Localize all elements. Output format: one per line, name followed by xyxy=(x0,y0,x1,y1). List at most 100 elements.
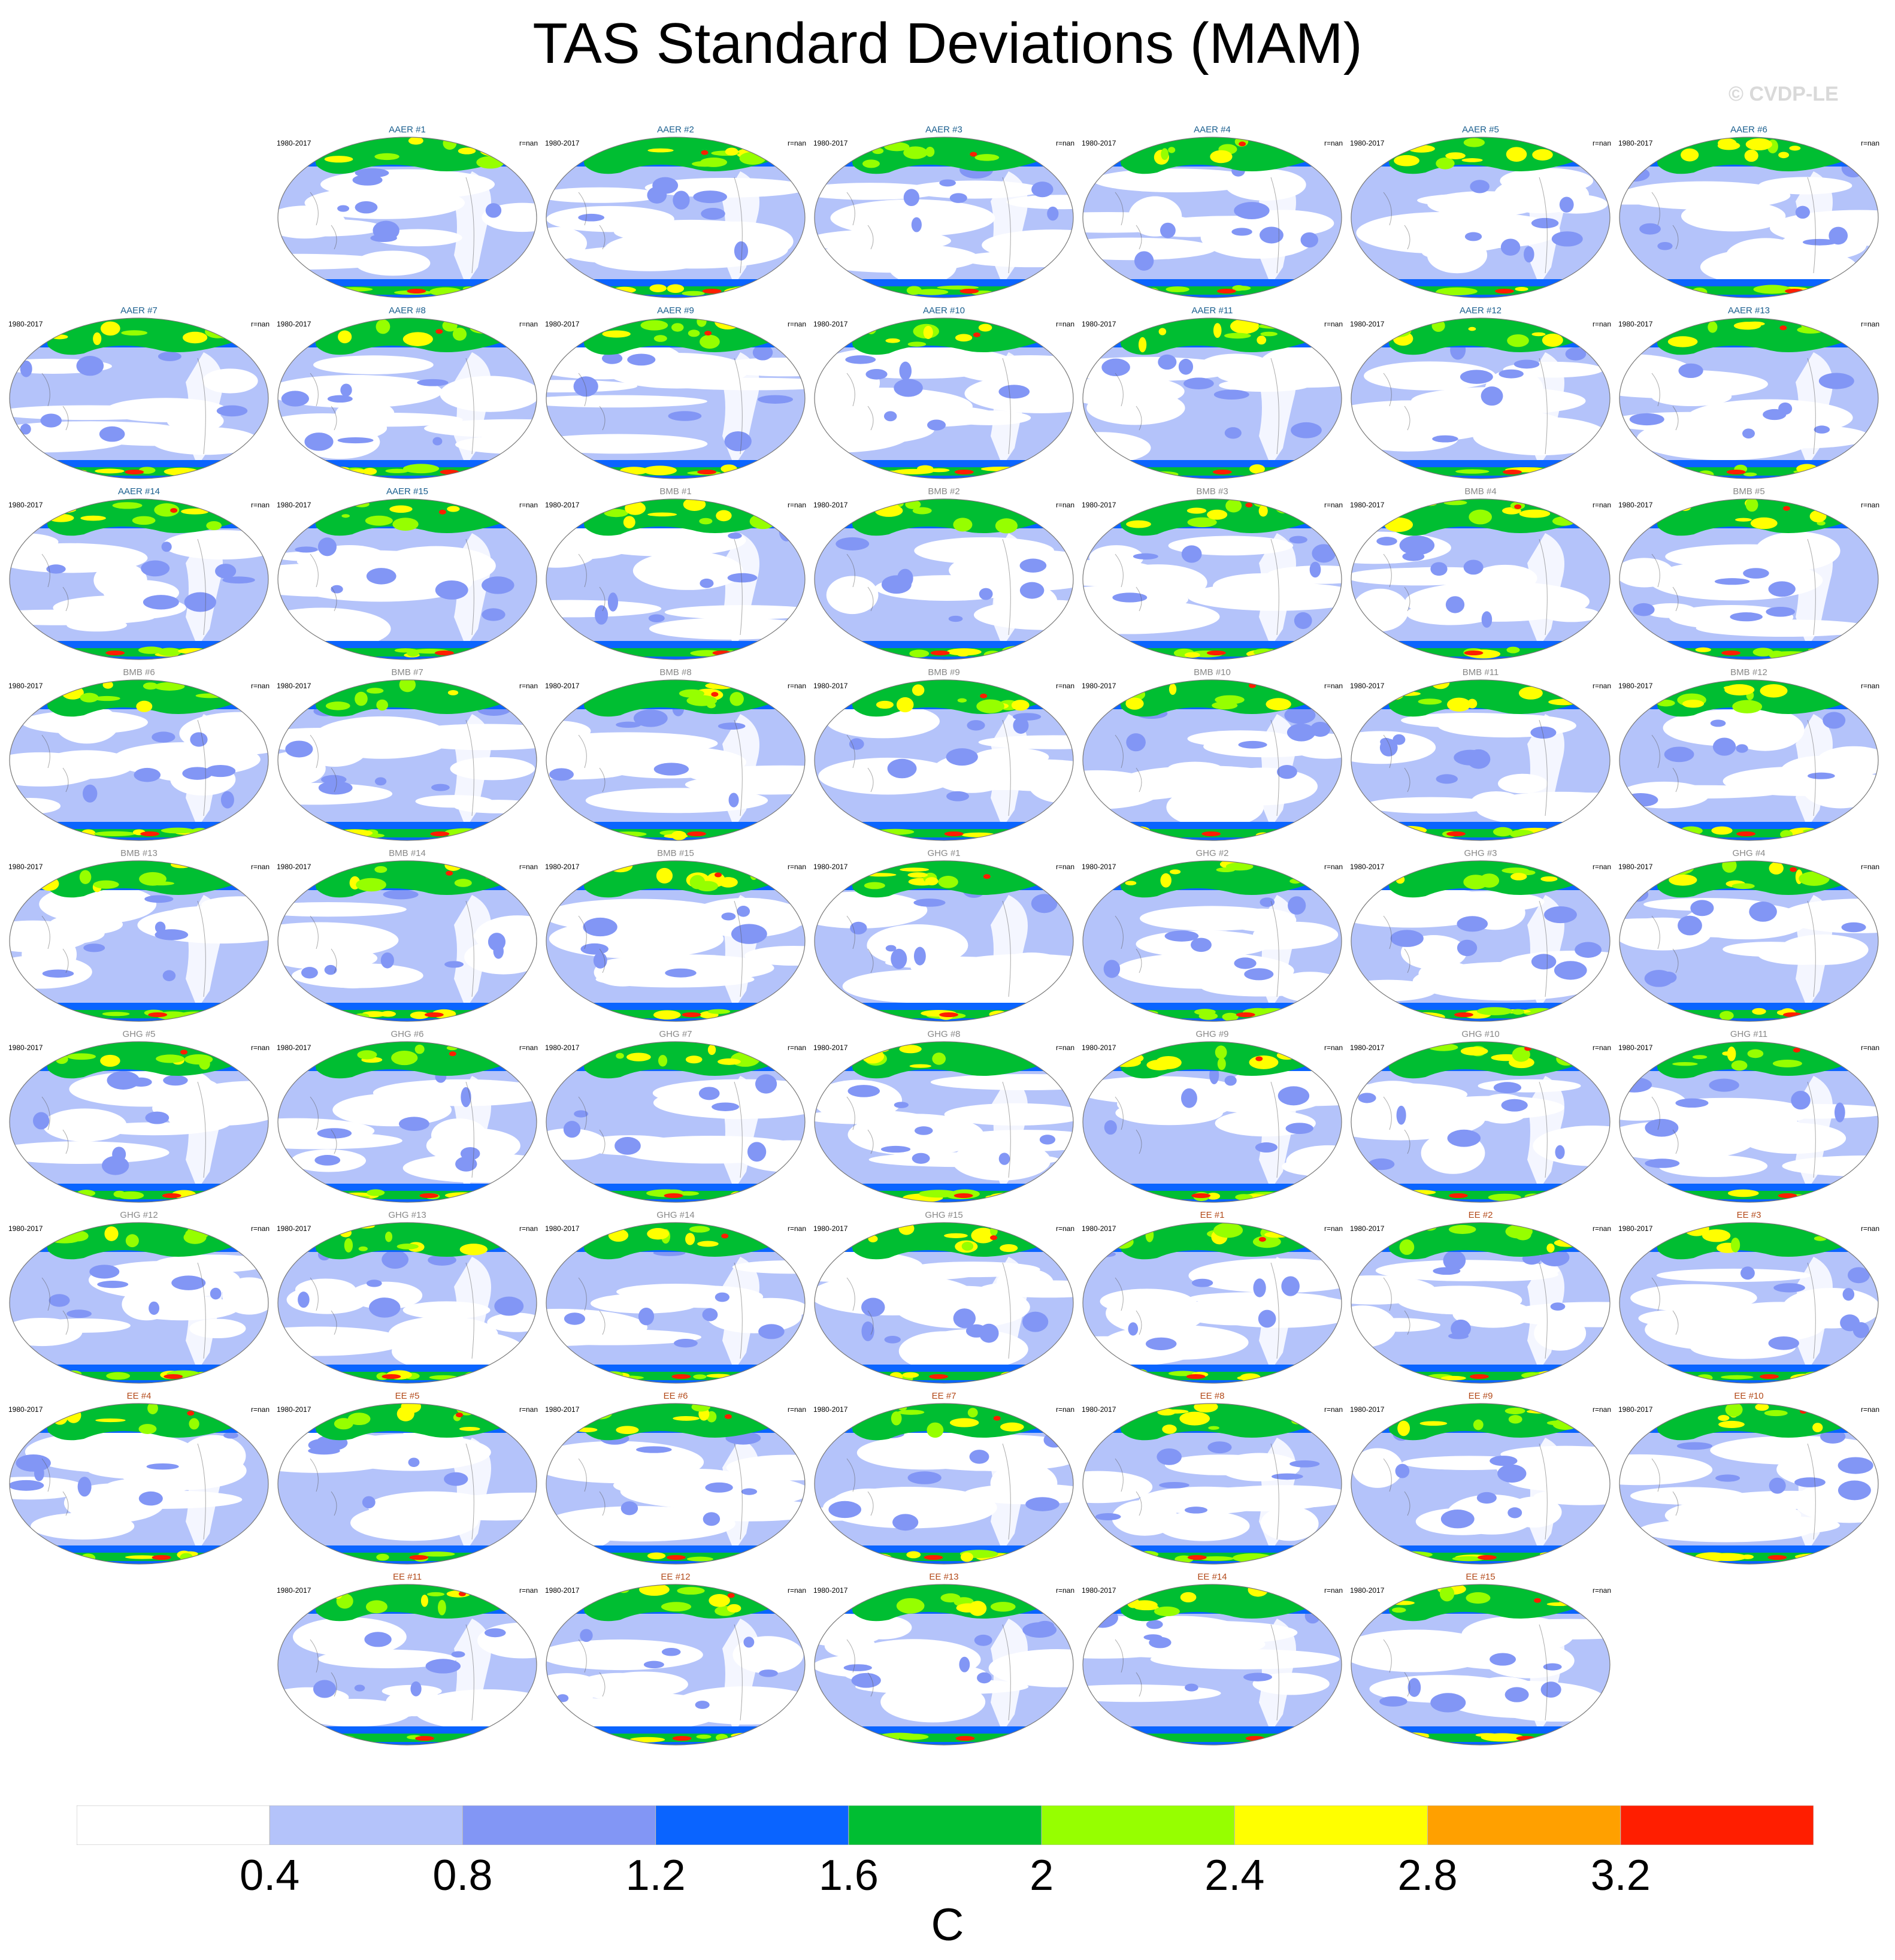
map-panel-grid: AAER #1 1980-2017 r=nan AAER #2 1980-2017 r=n… xyxy=(6,125,1882,1747)
panel-r-value: r=nan xyxy=(1324,682,1343,690)
panel-r-value: r=nan xyxy=(1592,1224,1611,1233)
panel-period: 1980-2017 xyxy=(1618,1043,1653,1052)
colorbar xyxy=(77,1805,1814,1845)
panel-r-value: r=nan xyxy=(787,320,806,328)
world-map xyxy=(1082,1584,1342,1746)
world-map xyxy=(277,1403,537,1565)
world-map xyxy=(1619,1041,1879,1203)
panel-period: 1980-2017 xyxy=(277,1405,311,1414)
world-map xyxy=(1082,1403,1342,1565)
panel-r-value: r=nan xyxy=(1324,501,1343,509)
map-panel: AAER #5 1980-2017 r=nan xyxy=(1348,125,1614,300)
panel-title: GHG #15 xyxy=(925,1210,963,1220)
panel-r-value: r=nan xyxy=(787,501,806,509)
map-panel: EE #11 1980-2017 r=nan xyxy=(274,1572,540,1747)
panel-title: BMB #10 xyxy=(1194,667,1231,677)
panel-r-value: r=nan xyxy=(1592,139,1611,147)
panel-r-value: r=nan xyxy=(519,682,538,690)
panel-r-value: r=nan xyxy=(1324,863,1343,871)
panel-title: EE #13 xyxy=(929,1572,959,1582)
panel-r-value: r=nan xyxy=(787,1043,806,1052)
panel-period: 1980-2017 xyxy=(8,682,43,690)
world-map xyxy=(1082,1041,1342,1203)
world-map xyxy=(1351,860,1611,1022)
map-panel: AAER #8 1980-2017 r=nan xyxy=(274,306,540,480)
world-map xyxy=(9,498,269,660)
world-map xyxy=(546,679,806,841)
world-map xyxy=(277,498,537,660)
panel-title: BMB #3 xyxy=(1196,486,1228,497)
panel-title: EE #12 xyxy=(661,1572,691,1582)
colorbar-segment xyxy=(1234,1805,1428,1845)
world-map xyxy=(9,1222,269,1384)
panel-title: EE #14 xyxy=(1197,1572,1227,1582)
map-panel: AAER #7 1980-2017 r=nan xyxy=(6,306,272,480)
map-panel: AAER #6 1980-2017 r=nan xyxy=(1616,125,1882,300)
panel-title: BMB #12 xyxy=(1730,667,1767,677)
panel-r-value: r=nan xyxy=(250,1043,270,1052)
map-panel: AAER #4 1980-2017 r=nan xyxy=(1079,125,1345,300)
panel-title: AAER #9 xyxy=(657,306,694,316)
panel-period: 1980-2017 xyxy=(1350,501,1385,509)
panel-title: AAER #5 xyxy=(1462,125,1499,135)
panel-title: AAER #2 xyxy=(657,125,694,135)
colorbar-tick-label: 2 xyxy=(1030,1852,1054,1899)
world-map xyxy=(814,1584,1074,1746)
panel-r-value: r=nan xyxy=(1324,320,1343,328)
world-map xyxy=(1082,317,1342,479)
panel-title: EE #9 xyxy=(1468,1391,1493,1401)
map-panel: BMB #9 1980-2017 r=nan xyxy=(811,667,1077,842)
panel-r-value: r=nan xyxy=(1860,863,1879,871)
panel-period: 1980-2017 xyxy=(813,682,848,690)
map-panel: BMB #4 1980-2017 r=nan xyxy=(1348,486,1614,661)
map-panel: EE #12 1980-2017 r=nan xyxy=(543,1572,809,1747)
world-map xyxy=(1082,860,1342,1022)
panel-r-value: r=nan xyxy=(1860,1043,1879,1052)
world-map xyxy=(277,860,537,1022)
map-panel: EE #13 1980-2017 r=nan xyxy=(811,1572,1077,1747)
world-map xyxy=(9,1403,269,1565)
map-panel: EE #14 1980-2017 r=nan xyxy=(1079,1572,1345,1747)
panel-title: EE #8 xyxy=(1200,1391,1225,1401)
panel-r-value: r=nan xyxy=(787,1586,806,1595)
panel-period: 1980-2017 xyxy=(813,501,848,509)
panel-period: 1980-2017 xyxy=(1350,682,1385,690)
panel-title: GHG #11 xyxy=(1730,1029,1768,1039)
map-panel: BMB #14 1980-2017 r=nan xyxy=(274,848,540,1023)
panel-period: 1980-2017 xyxy=(1082,682,1116,690)
panel-title: BMB #13 xyxy=(120,848,158,858)
panel-period: 1980-2017 xyxy=(1082,139,1116,147)
panel-r-value: r=nan xyxy=(1592,1405,1611,1414)
panel-period: 1980-2017 xyxy=(277,1224,311,1233)
panel-title: AAER #12 xyxy=(1459,306,1502,316)
panel-title: GHG #6 xyxy=(390,1029,424,1039)
panel-title: GHG #1 xyxy=(927,848,961,858)
panel-r-value: r=nan xyxy=(1324,1043,1343,1052)
map-panel: GHG #8 1980-2017 r=nan xyxy=(811,1029,1077,1204)
panel-r-value: r=nan xyxy=(250,320,270,328)
panel-period: 1980-2017 xyxy=(277,501,311,509)
panel-title: AAER #7 xyxy=(120,306,158,316)
world-map xyxy=(814,1403,1074,1565)
map-panel: BMB #3 1980-2017 r=nan xyxy=(1079,486,1345,661)
panel-period: 1980-2017 xyxy=(813,863,848,871)
panel-period: 1980-2017 xyxy=(1618,320,1653,328)
world-map xyxy=(1619,498,1879,660)
panel-title: GHG #10 xyxy=(1461,1029,1500,1039)
panel-period: 1980-2017 xyxy=(1082,1224,1116,1233)
map-panel: BMB #6 1980-2017 r=nan xyxy=(6,667,272,842)
panel-period: 1980-2017 xyxy=(1350,863,1385,871)
panel-title: GHG #4 xyxy=(1732,848,1766,858)
world-map xyxy=(277,679,537,841)
map-panel: EE #6 1980-2017 r=nan xyxy=(543,1391,809,1566)
map-panel: BMB #8 1980-2017 r=nan xyxy=(543,667,809,842)
colorbar-tick-label: 1.6 xyxy=(818,1852,879,1899)
panel-r-value: r=nan xyxy=(519,863,538,871)
map-panel: GHG #11 1980-2017 r=nan xyxy=(1616,1029,1882,1204)
world-map xyxy=(546,860,806,1022)
panel-r-value: r=nan xyxy=(1324,1405,1343,1414)
world-map xyxy=(1619,1222,1879,1384)
map-panel: GHG #6 1980-2017 r=nan xyxy=(274,1029,540,1204)
map-panel: AAER #12 1980-2017 r=nan xyxy=(1348,306,1614,480)
map-panel: BMB #12 1980-2017 r=nan xyxy=(1616,667,1882,842)
